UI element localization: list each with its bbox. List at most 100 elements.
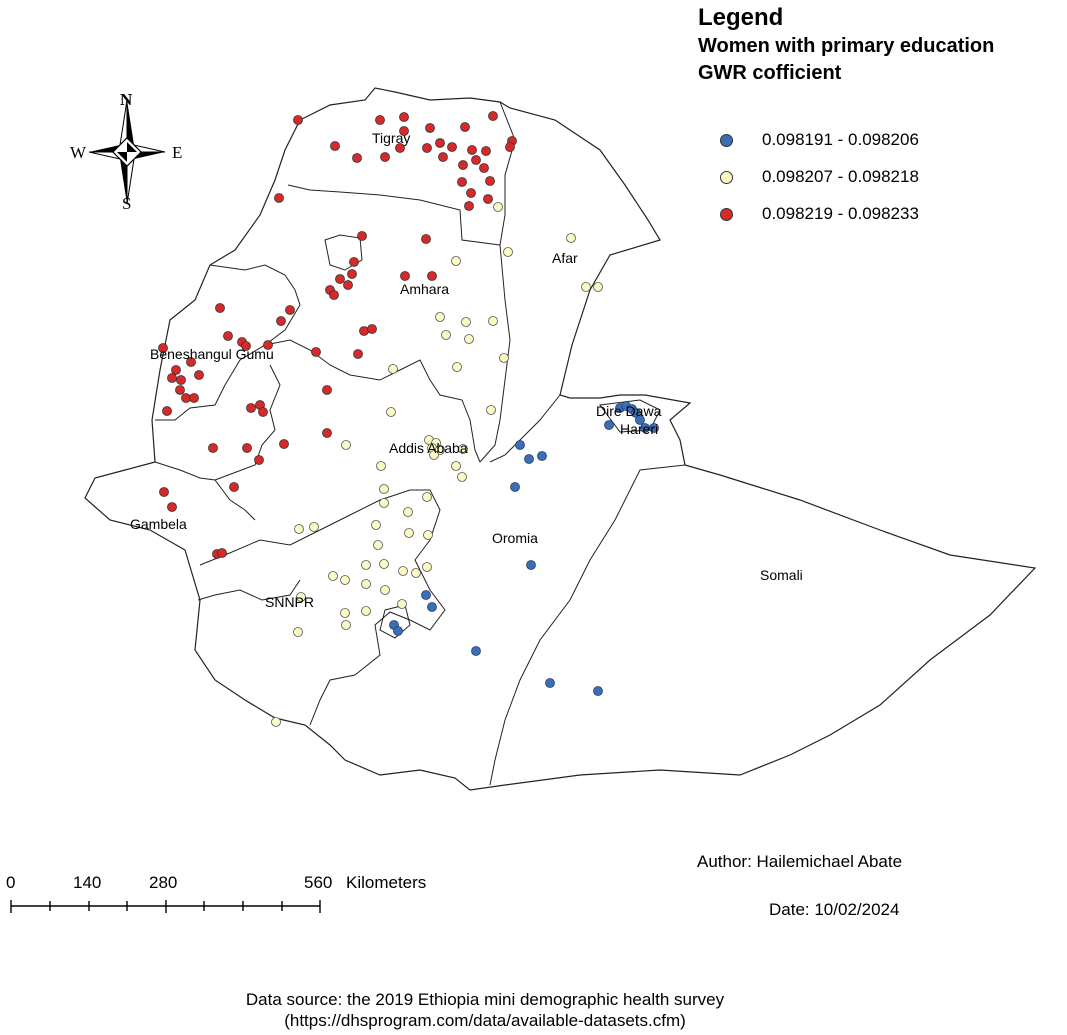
yellow-point [403,507,413,517]
red-point [352,153,362,163]
red-point [395,143,405,153]
yellow-point [423,530,433,540]
compass-west-label: W [70,143,87,162]
compass-rose [88,99,166,205]
legend-label-low: 0.098191 - 0.098206 [762,130,919,149]
region-label-tigray: Tigray [372,130,411,146]
red-point [194,370,204,380]
scale-unit-label: Kilometers [346,873,427,892]
blue-point-group [389,401,659,696]
red-point [380,152,390,162]
red-point [229,482,239,492]
yellow-point [404,528,414,538]
yellow-point [341,440,351,450]
red-point [357,231,367,241]
red-point [425,123,435,133]
data-source-line2: (https://dhsprogram.com/data/available-d… [284,1011,686,1030]
red-point [217,548,227,558]
yellow-point [451,461,461,471]
yellow-point [379,484,389,494]
red-point [167,502,177,512]
red-point [329,290,339,300]
yellow-point [411,568,421,578]
blue-point [427,602,437,612]
yellow-point [386,407,396,417]
legend-subtitle-variable: Women with primary education [698,35,995,57]
yellow-point [361,606,371,616]
yellow-point [441,330,451,340]
red-point [186,357,196,367]
red-point [485,176,495,186]
compass-south-label: S [122,194,132,213]
yellow-point [341,620,351,630]
blue-point [537,451,547,461]
scale-tick-label-140: 140 [73,873,102,892]
red-point [460,122,470,132]
yellow-point [422,492,432,502]
yellow-point [435,312,445,322]
red-point [276,316,286,326]
yellow-point [340,608,350,618]
yellow-point [293,627,303,637]
yellow-point [371,520,381,530]
yellow-point [328,571,338,581]
red-point [322,385,332,395]
region-label-harari: Hareri [620,421,659,437]
red-point [359,326,369,336]
blue-point [393,626,403,636]
blue-point [545,678,555,688]
yellow-point [499,353,509,363]
yellow-point [294,524,304,534]
red-point [159,487,169,497]
data-source-line1: Data source: the 2019 Ethiopia mini demo… [245,990,725,1009]
red-point [241,341,251,351]
yellow-point [422,562,432,572]
blue-point [593,686,603,696]
yellow-point [380,585,390,595]
red-point [189,393,199,403]
yellow-point [461,317,471,327]
region-label-snnpr: SNNPR [265,594,315,610]
blue-point [524,454,534,464]
red-point [421,234,431,244]
red-point [223,331,233,341]
red-point [427,271,437,281]
red-point [483,194,493,204]
region-label-somali: Somali [760,567,803,583]
yellow-point [457,472,467,482]
red-point [176,375,186,385]
red-point [279,439,289,449]
region-label-gambela: Gambela [130,516,187,532]
red-point [505,142,515,152]
red-point [322,428,332,438]
red-point [215,303,225,313]
red-point [349,257,359,267]
legend-swatch-blue [720,133,733,147]
region-label-oromia: Oromia [492,530,538,546]
red-point [471,155,481,165]
blue-point [526,560,536,570]
red-point [457,177,467,187]
red-point [399,126,409,136]
yellow-point [361,560,371,570]
legend-item-high: 0.098219 - 0.098233 [720,202,919,226]
red-point [375,115,385,125]
blue-point [515,440,525,450]
yellow-point [458,444,468,454]
red-point [353,349,363,359]
yellow-point [452,362,462,372]
red-point [175,385,185,395]
scale-tick-label-280: 280 [149,873,178,892]
region-label-benishangul: Beneshangul Gumu [150,346,274,362]
red-point [458,160,468,170]
yellow-point [566,233,576,243]
region-label-amhara: Amhara [400,281,450,297]
yellow-point [379,559,389,569]
author-label: Author: Hailemichael Abate [697,852,903,871]
yellow-point [309,522,319,532]
red-point [274,193,284,203]
blue-point [421,590,431,600]
red-point [263,340,273,350]
legend-swatch-yellow [720,170,733,184]
